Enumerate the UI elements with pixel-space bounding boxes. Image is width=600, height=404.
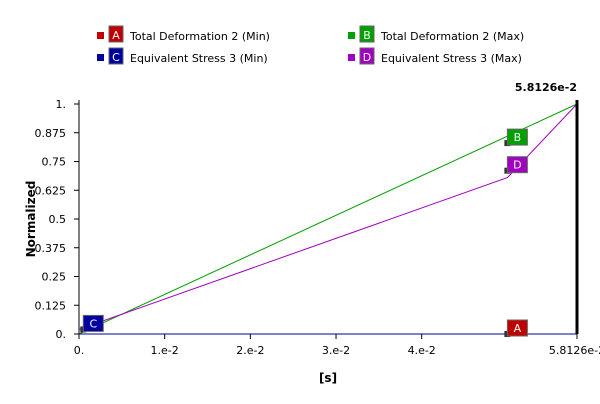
x-tick-label: 1.e-2 [151, 344, 179, 357]
y-tick-label: 1. [56, 98, 67, 111]
series-line-d [78, 103, 578, 330]
legend-letter: B [363, 29, 371, 42]
legend-entry: Total Deformation 2 (Max) [380, 30, 524, 43]
legend-letter: C [112, 51, 120, 64]
x-tick-label: 5.8126e-2 [549, 344, 600, 357]
series-tag-d [506, 156, 528, 174]
y-tick-label: 0.25 [42, 271, 67, 284]
legend-entry: Total Deformation 2 (Min) [129, 30, 270, 43]
legend-swatch [97, 54, 104, 61]
legend-swatch [348, 54, 355, 61]
series-tag-b [506, 128, 528, 146]
legend-letter-box [359, 47, 375, 65]
legend-entry: Equivalent Stress 3 (Min) [130, 52, 268, 65]
cursor-label: 5.8126e-2 [515, 81, 577, 94]
series-tag-c [82, 314, 104, 332]
series-line-b [78, 103, 578, 335]
y-tick-label: 0.75 [42, 156, 67, 169]
y-tick-label: 0.125 [35, 299, 67, 312]
x-tick-label: 4.e-2 [408, 344, 436, 357]
legend-letter: A [112, 29, 120, 42]
legend-letter: D [363, 51, 371, 64]
y-tick-label: 0.5 [49, 213, 67, 226]
legend-letter-box [108, 25, 124, 43]
y-tick-label: 0.625 [35, 184, 67, 197]
x-tick-label: 2.e-2 [236, 344, 264, 357]
x-tick-label: 3.e-2 [322, 344, 350, 357]
y-tick-label: 0. [56, 328, 67, 341]
legend-swatch [97, 32, 104, 39]
series-tag-letter: B [514, 131, 522, 144]
legend-letter-box [108, 47, 124, 65]
x-tick-label: 0. [74, 344, 85, 357]
legend-swatch [348, 32, 355, 39]
series-tag-letter: D [513, 159, 521, 172]
y-tick-label: 0.875 [35, 127, 67, 140]
series-tag-a [506, 319, 528, 337]
x-axis-label: [s] [319, 371, 337, 385]
series-tag-letter: C [89, 317, 97, 330]
legend-entry: Equivalent Stress 3 (Max) [381, 52, 522, 65]
y-tick-label: 0.375 [35, 242, 67, 255]
legend-letter-box [359, 25, 375, 43]
y-axis-label: Normalized [24, 181, 38, 258]
series-tag-letter: A [514, 322, 522, 335]
